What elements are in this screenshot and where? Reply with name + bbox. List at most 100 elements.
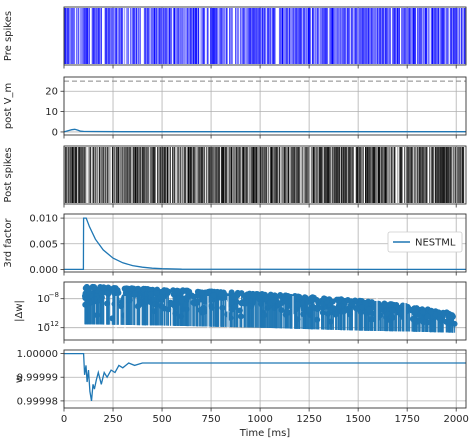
y-tick-label: 0.005 xyxy=(29,239,58,250)
data-point xyxy=(405,305,412,312)
data-point xyxy=(104,290,111,297)
panel-1: Pre spikes xyxy=(3,6,467,69)
y-tick-exponent: −12 xyxy=(44,320,59,328)
axes-frame xyxy=(63,281,467,341)
data-point xyxy=(245,292,252,299)
data-point xyxy=(184,294,191,301)
y-tick-label: 0.010 xyxy=(29,214,58,225)
data-point xyxy=(261,291,268,298)
data-point xyxy=(100,284,107,291)
x-tick-label: 250 xyxy=(103,414,122,425)
data-point xyxy=(332,311,339,318)
data-point xyxy=(412,308,419,315)
y-axis-label: 3rd factor xyxy=(3,218,14,268)
data-point xyxy=(436,316,443,323)
panel-2: 0 10 20 post V_m xyxy=(3,76,467,139)
data-point xyxy=(131,291,138,298)
panel-3: Post spikes xyxy=(3,145,467,208)
data-point xyxy=(395,304,402,311)
x-tick-label: 0 xyxy=(61,414,67,425)
data-point xyxy=(123,285,130,292)
y-tick-label: 10 xyxy=(37,294,50,305)
data-point xyxy=(270,297,277,304)
data-point xyxy=(354,305,361,312)
data-point xyxy=(167,301,174,308)
data-point xyxy=(309,296,316,303)
panel-5: 10−810−12|Δw| xyxy=(14,281,467,344)
y-tick-label: 0.99998 xyxy=(17,396,58,407)
data-point xyxy=(300,299,307,306)
y-axis-label: |Δw| xyxy=(14,300,25,322)
x-tick-label: 1250 xyxy=(296,414,321,425)
data-point xyxy=(283,308,290,315)
y-axis-label: Post spikes xyxy=(3,147,14,202)
data-point xyxy=(387,301,394,308)
data-point xyxy=(186,288,193,295)
data-point xyxy=(125,293,132,300)
data-point xyxy=(218,290,225,297)
data-point xyxy=(427,308,434,315)
data-point xyxy=(411,317,418,324)
legend-box xyxy=(387,231,463,253)
data-point xyxy=(321,295,328,302)
data-point xyxy=(159,289,166,296)
plot-area xyxy=(64,77,466,135)
data-point xyxy=(314,306,321,313)
data-point xyxy=(128,285,135,292)
y-tick-label: 0 xyxy=(52,127,58,138)
data-point xyxy=(238,300,245,307)
y-tick-label: 10 xyxy=(37,323,50,334)
data-point xyxy=(445,313,452,320)
data-point xyxy=(219,304,226,311)
legend: NESTML xyxy=(387,231,463,253)
panel-6: 1.00000 0.99999 0.99998 w xyxy=(14,349,467,412)
data-point xyxy=(366,306,373,313)
axes-frame xyxy=(63,213,467,273)
data-point xyxy=(230,293,237,300)
x-tick-label: 1500 xyxy=(345,414,370,425)
y-tick-label: 20 xyxy=(45,87,58,98)
series-line xyxy=(63,128,466,133)
data-point xyxy=(377,304,384,311)
data-point xyxy=(242,300,249,307)
data-point xyxy=(296,293,303,300)
data-point xyxy=(388,313,395,320)
data-point xyxy=(400,310,407,317)
data-point xyxy=(174,287,181,294)
axes-frame xyxy=(63,76,467,136)
x-axis-label: Time [ms] xyxy=(239,428,291,439)
series-line xyxy=(64,217,467,271)
x-tick-label: 1750 xyxy=(394,414,419,425)
data-point xyxy=(197,307,204,314)
data-point xyxy=(358,304,365,311)
y-tick-exponent: −8 xyxy=(49,291,59,299)
data-point xyxy=(86,288,93,295)
data-point xyxy=(284,292,291,299)
plot-area xyxy=(64,350,466,408)
y-tick-label: 0.000 xyxy=(29,265,58,276)
data-point xyxy=(330,305,337,312)
data-point xyxy=(249,297,256,304)
data-point xyxy=(157,294,164,301)
x-tick-label: 2000 xyxy=(443,414,468,425)
data-point xyxy=(340,308,347,315)
data-point xyxy=(424,313,431,320)
data-point xyxy=(140,286,147,293)
data-point xyxy=(135,285,142,292)
data-point xyxy=(118,299,125,306)
data-point xyxy=(294,316,301,323)
x-tick-label: 500 xyxy=(153,414,172,425)
axes-frame xyxy=(63,349,467,409)
axes-frame xyxy=(63,145,467,205)
data-point xyxy=(335,303,342,310)
y-axis-label: post V_m xyxy=(3,83,14,129)
data-point xyxy=(309,304,316,311)
data-point xyxy=(190,299,197,306)
data-point xyxy=(195,298,202,305)
x-tick-label: 750 xyxy=(202,414,221,425)
data-point xyxy=(210,292,217,299)
legend-entry: NESTML xyxy=(415,238,456,249)
data-point xyxy=(110,287,117,294)
data-point xyxy=(178,297,185,304)
